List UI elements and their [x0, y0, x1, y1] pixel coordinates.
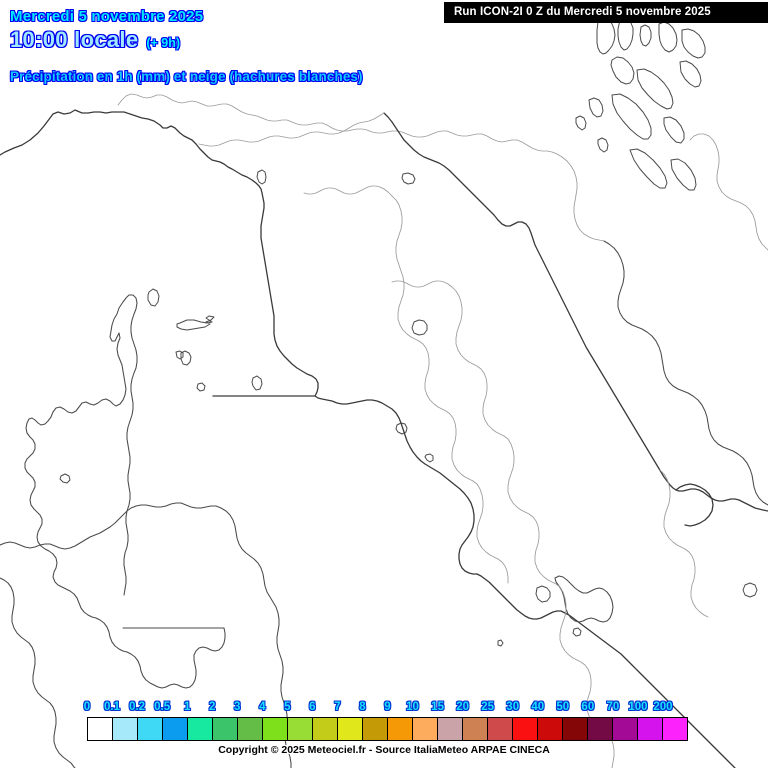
color-legend: 0 0.1 0.2 0.5 1 2 3 4 5 6 7 8 9 10 15 20 25 30 40 50 60 70 100…: [83, 701, 688, 741]
border-marche-umbria: [451, 286, 505, 437]
legend-tick-labels: 0 0.1 0.2 0.5 1 2 3 4 5 6 7 8 9 10 15 20 25 30 40 50 60 70 100…: [83, 701, 688, 717]
model-run-banner: Run ICON-2I 0 Z du Mercredi 5 novembre 2…: [444, 2, 768, 23]
legend-swatch: [613, 718, 638, 740]
legend-swatch: [638, 718, 663, 740]
legend-tick-label: 25: [481, 701, 495, 713]
coastline-sardinia: [0, 502, 292, 768]
legend-tick-label: 100: [628, 701, 648, 713]
legend-tick-label: 1: [183, 701, 191, 713]
legend-swatch: [263, 718, 288, 740]
legend-swatch: [588, 718, 613, 740]
legend-tick-label: 60: [581, 701, 595, 713]
legend-swatch: [663, 718, 687, 740]
coastline-tuscany: [314, 395, 478, 575]
border-toscana-east: [391, 195, 474, 482]
forecast-offset-label: (+ 9h): [146, 36, 181, 50]
legend-swatch: [188, 718, 213, 740]
legend-swatch: [313, 718, 338, 740]
legend-tick-label: 6: [309, 701, 316, 713]
legend-swatch: [213, 718, 238, 740]
border-alps-north: [117, 93, 423, 138]
border-umbria-lazio: [391, 280, 453, 288]
coastline-istria-croatia: [603, 240, 768, 506]
legend-tick-label: 7: [334, 701, 341, 713]
border-lazio-inner: [472, 480, 509, 584]
legend-swatch: [138, 718, 163, 740]
legend-tick-label: 200: [653, 701, 673, 713]
legend-tick-label: 15: [431, 701, 444, 713]
lakes-north: [256, 169, 416, 185]
islands-dalmatia: [575, 17, 706, 191]
legend-swatch: [438, 718, 463, 740]
legend-swatch: [113, 718, 138, 740]
legend-tick-label: 10: [406, 701, 419, 713]
legend-tick-label: 50: [556, 701, 570, 713]
legend-swatch: [488, 718, 513, 740]
legend-tick-label: 0: [83, 701, 91, 713]
islands-misc: [59, 473, 758, 598]
legend-swatch: [463, 718, 488, 740]
legend-tick-label: 9: [384, 701, 391, 713]
parameter-label: Précipitation en 1h (mm) et neige (hachu…: [10, 69, 363, 84]
border-croatia-inland: [689, 133, 768, 251]
legend-swatch: [563, 718, 588, 740]
legend-color-bar[interactable]: [87, 717, 688, 741]
legend-swatch: [538, 718, 563, 740]
copyright-notice: Copyright © 2025 Meteociel.fr - Source I…: [218, 744, 550, 756]
legend-swatch: [288, 718, 313, 740]
coastline-gargano: [675, 483, 714, 527]
legend-swatch: [238, 718, 263, 740]
legend-tick-label: 0.1: [104, 701, 121, 713]
legend-swatch: [513, 718, 538, 740]
legend-swatch: [163, 718, 188, 740]
forecast-time-row: 10:00 locale (+ 9h): [10, 27, 450, 53]
legend-tick-label: 3: [234, 701, 241, 713]
legend-tick-label: 4: [259, 701, 266, 713]
islands-campania: [497, 585, 582, 647]
coastline-corsica-east: [122, 294, 138, 596]
coastline-corsica-south: [122, 627, 226, 689]
map-title-overlay: Mercredi 5 novembre 2025 10:00 locale (+…: [10, 8, 450, 84]
legend-swatch: [413, 718, 438, 740]
legend-tick-label: 2: [209, 701, 216, 713]
legend-tick-label: 0.5: [154, 701, 171, 713]
coastline-corsica: [24, 301, 155, 686]
legend-swatch: [363, 718, 388, 740]
legend-tick-label: 5: [284, 701, 291, 713]
coastline-lazio-campania: [476, 573, 736, 768]
islands-tuscan-archipelago: [147, 288, 263, 392]
forecast-time-label: 10:00 locale: [10, 27, 139, 52]
border-toscana-north: [303, 185, 393, 197]
legend-tick-label: 8: [359, 701, 366, 713]
coastline-liguria: [0, 109, 319, 397]
legend-swatch: [388, 718, 413, 740]
coastline-sardinia-west: [0, 577, 76, 768]
legend-swatch: [338, 718, 363, 740]
border-lazio-campania: [555, 583, 605, 731]
legend-tick-label: 30: [506, 701, 520, 713]
legend-tick-label: 70: [606, 701, 620, 713]
border-emilia-romagna: [198, 112, 385, 147]
inland-lakes: [395, 319, 434, 463]
coastline-adriatic: [383, 112, 768, 512]
border-puglia-inner: [659, 469, 709, 618]
border-abruzzo-molise: [503, 435, 557, 585]
border-north-east: [421, 130, 605, 242]
forecast-date-label: Mercredi 5 novembre 2025: [10, 8, 204, 26]
legend-tick-label: 40: [531, 701, 545, 713]
legend-tick-label: 0.2: [129, 701, 146, 713]
legend-swatch: [88, 718, 113, 740]
legend-tick-label: 20: [456, 701, 470, 713]
